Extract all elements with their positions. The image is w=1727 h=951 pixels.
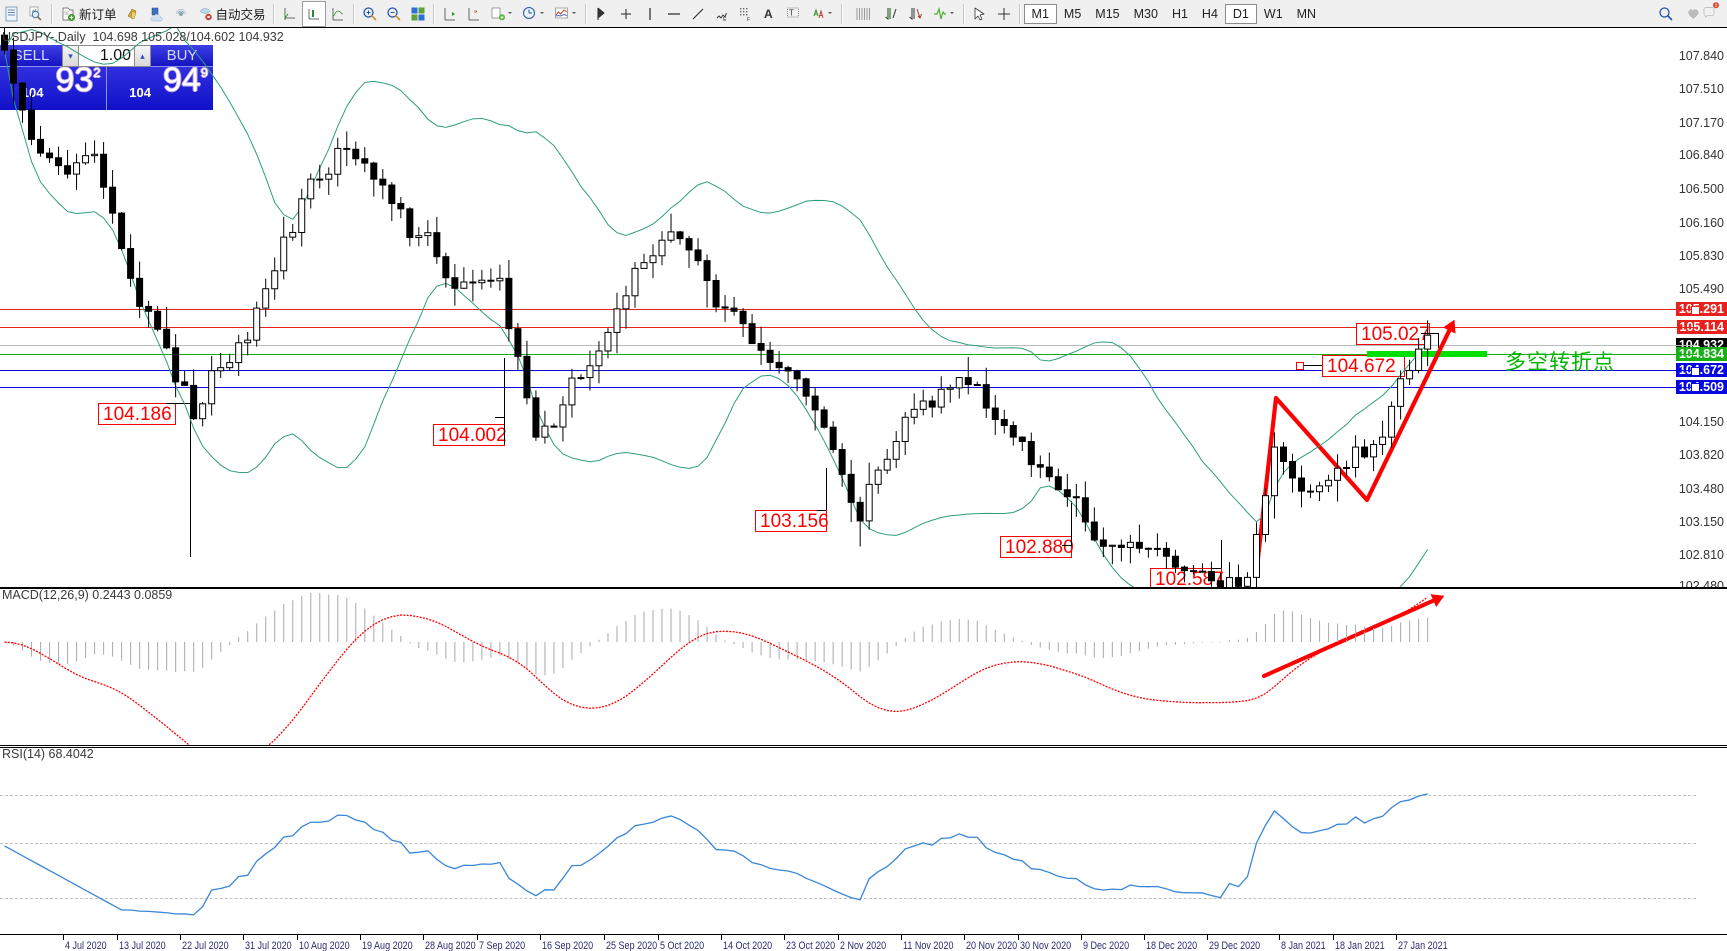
svg-text:E: E [723,17,727,22]
svg-text:F: F [747,17,750,22]
svg-text:T: T [789,8,794,17]
svg-text:A: A [764,7,773,21]
